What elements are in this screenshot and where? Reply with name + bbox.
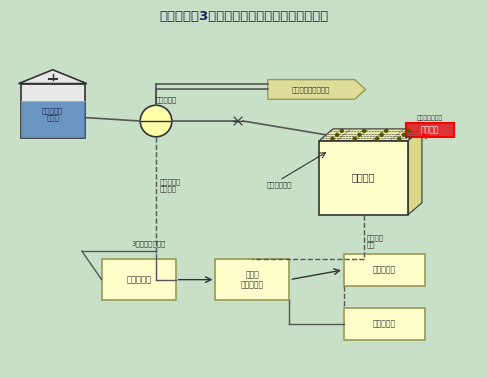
Circle shape: [380, 133, 383, 136]
Text: 所内変圧器: 所内変圧器: [373, 265, 396, 274]
Bar: [344, 254, 425, 285]
Circle shape: [353, 137, 356, 140]
Circle shape: [358, 133, 361, 136]
Text: 水噴霧ノズル: 水噴霧ノズル: [267, 182, 292, 188]
Bar: [406, 123, 453, 137]
Circle shape: [363, 129, 366, 132]
Circle shape: [407, 129, 410, 132]
Bar: [20, 101, 85, 138]
Text: 変圧器
消火装置盤: 変圧器 消火装置盤: [241, 270, 264, 289]
Circle shape: [376, 137, 379, 140]
Text: ろ過水貯蔵
タンク: ろ過水貯蔵 タンク: [42, 107, 63, 121]
Bar: [102, 259, 176, 301]
Text: 火災監視盤: 火災監視盤: [126, 275, 151, 284]
Text: 屋内、屋外消火栓等: 屋内、屋外消火栓等: [292, 86, 330, 93]
Text: 伊方発電所3号機　変圧器消火装置概略系統図: 伊方発電所3号機 変圧器消火装置概略系統図: [160, 10, 328, 23]
Polygon shape: [19, 70, 87, 84]
Circle shape: [331, 137, 334, 140]
Bar: [20, 84, 85, 138]
Polygon shape: [268, 80, 366, 99]
Text: 消火ポンプ
起動信号: 消火ポンプ 起動信号: [160, 178, 181, 192]
Polygon shape: [319, 129, 422, 141]
Bar: [215, 259, 289, 301]
Text: 当該箇所: 当該箇所: [421, 125, 439, 135]
Text: 予備変圧器: 予備変圧器: [373, 319, 396, 328]
Bar: [344, 308, 425, 340]
Text: 主変圧器: 主変圧器: [352, 173, 375, 183]
Text: 3号機中央制御室: 3号機中央制御室: [131, 240, 165, 247]
Text: 消火ポンプ: 消火ポンプ: [155, 96, 177, 103]
Circle shape: [403, 133, 406, 136]
Bar: [319, 141, 408, 215]
Circle shape: [385, 129, 388, 132]
Text: （火災感知器）: （火災感知器）: [417, 115, 443, 121]
Polygon shape: [408, 129, 422, 215]
Text: 火災感知
信号: 火災感知 信号: [366, 234, 384, 248]
Circle shape: [336, 133, 339, 136]
Circle shape: [140, 105, 172, 137]
Circle shape: [340, 129, 343, 132]
Circle shape: [398, 137, 401, 140]
